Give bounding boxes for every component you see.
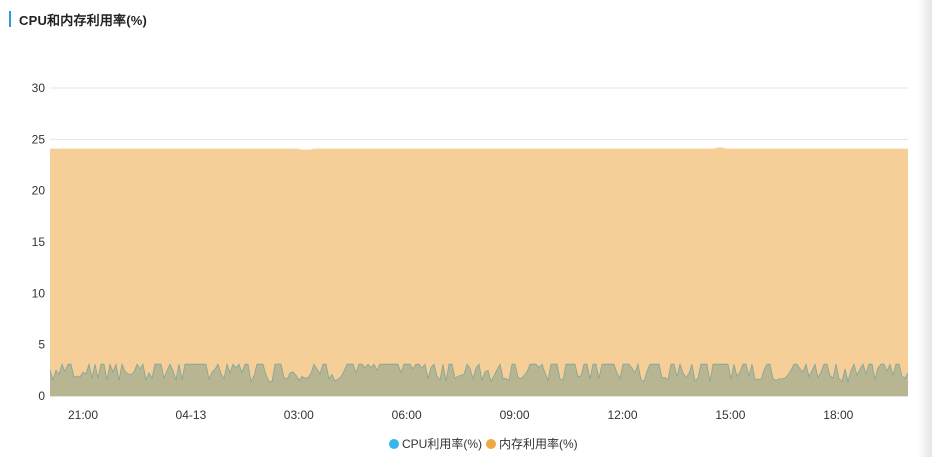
y-tick-label: 25: [32, 132, 46, 146]
y-tick-label: 5: [38, 338, 45, 352]
legend-marker-cpu: [389, 439, 399, 449]
cpu-area: [50, 364, 908, 396]
chart-areas: [49, 147, 909, 396]
x-tick-label: 15:00: [715, 408, 745, 422]
x-tick-label: 04-13: [176, 408, 207, 422]
x-tick-label: 09:00: [500, 408, 530, 422]
y-axis: 0 5 10 15 20 25 30: [32, 81, 46, 403]
legend-label-memory: 内存利用率(%): [499, 436, 578, 451]
legend: CPU利用率(%) 内存利用率(%): [389, 436, 578, 451]
y-tick-label: 30: [32, 81, 46, 95]
y-tick-label: 20: [32, 184, 46, 198]
legend-marker-memory: [486, 439, 496, 449]
x-tick-label: 18:00: [823, 408, 853, 422]
legend-label-cpu: CPU利用率(%): [402, 436, 482, 451]
x-tick-label: 03:00: [284, 408, 314, 422]
title-accent-bar: [9, 11, 11, 27]
y-tick-label: 15: [32, 235, 46, 249]
chart-title: CPU和内存利用率(%): [19, 12, 148, 28]
memory-area: [50, 147, 908, 396]
y-tick-label: 10: [32, 286, 46, 300]
chart-title-bar: CPU和内存利用率(%): [9, 10, 147, 28]
y-tick-label: 0: [38, 389, 45, 403]
cpu-line: [49, 362, 909, 383]
x-axis: 21:00 04-13 03:00 06:00 09:00 12:00 15:00 18:00: [68, 408, 854, 422]
x-tick-label: 12:00: [607, 408, 637, 422]
scroll-edge-shade: [918, 0, 932, 457]
x-tick-label: 21:00: [68, 408, 98, 422]
x-tick-label: 06:00: [392, 408, 422, 422]
